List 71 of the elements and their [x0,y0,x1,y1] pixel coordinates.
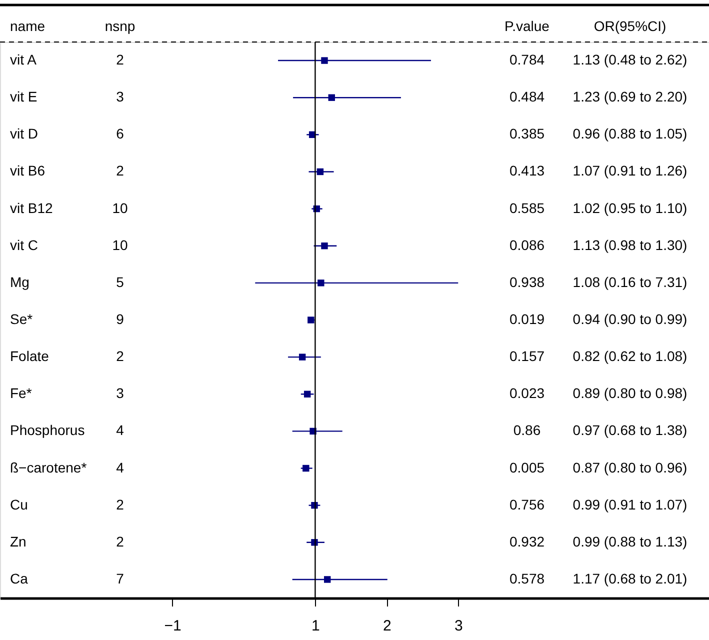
y-tick-label: vit B6 [10,162,46,179]
text: OR(95%CI) [594,18,666,34]
annotation: 3 [116,88,124,105]
annotation: 7 [116,570,124,586]
annotation: 0.784 [509,52,545,68]
annotation: 0.086 [509,236,545,253]
y-tick-label: vit D [10,126,38,142]
y-tick-label: ß−carotene* [10,459,88,476]
annotation: 1.07 (0.91 to 1.26) [572,162,688,179]
annotation: 0.87 (0.80 to 0.96) [572,459,688,476]
y-tick-label: Se* [10,311,34,327]
x-tick-label: 2 [382,618,392,634]
annotation: 0.413 [509,162,545,179]
y-tick-label: Mg [10,274,30,290]
y-tick-label: Folate [10,348,50,364]
point [318,280,324,286]
text: nsnp [104,18,136,34]
x-tick-label: −1 [164,618,182,634]
annotation: 10 [112,200,128,216]
annotation: 0.89 (0.80 to 0.98) [572,385,688,402]
text: name [10,18,46,34]
annotation: 2 [116,348,124,364]
annotation: 9 [116,311,124,327]
annotation: 0.96 (0.88 to 1.05) [572,126,688,142]
annotation: 1.02 (0.95 to 1.10) [572,200,688,216]
y-tick-label: Zn [10,533,26,550]
annotation: 0.578 [509,570,545,586]
annotation: 0.585 [509,200,545,216]
annotation: 1.13 (0.98 to 1.30) [572,236,688,253]
annotation: 3 [116,385,124,402]
annotation: 2 [116,162,124,179]
annotation: 0.99 (0.91 to 1.07) [572,496,688,512]
annotation: 0.86 [513,422,541,438]
annotation: 0.938 [509,274,545,290]
annotation: 0.005 [509,459,545,476]
y-tick-label: vit C [10,236,38,253]
annotation: 1.08 (0.16 to 7.31) [572,274,688,290]
y-tick-label: Phosphorus [10,422,85,438]
annotation: 1.23 (0.69 to 2.20) [572,88,688,105]
annotation: 2 [116,496,124,512]
annotation: 1.17 (0.68 to 2.01) [572,570,688,586]
y-tick-label: Fe* [10,385,32,402]
annotation: 6 [116,126,124,142]
y-tick-label: Ca [10,570,28,586]
annotation: 4 [116,422,124,438]
y-tick-label: vit A [10,52,38,68]
annotation: 0.99 (0.88 to 1.13) [572,533,688,550]
annotation: 0.385 [509,126,545,142]
y-tick-label: vit E [10,88,38,105]
x-tick-label: 1 [312,618,320,634]
y-tick-label: vit B12 [10,200,54,216]
text: P.value [504,18,550,34]
annotation: 0.484 [509,88,545,105]
y-tick-label: Cu [10,496,28,512]
annotation: 0.94 (0.90 to 0.99) [572,311,688,327]
annotation: 2 [116,52,124,68]
point [308,316,314,324]
annotation: 0.019 [509,311,545,327]
annotation: 4 [116,459,124,476]
annotation: 0.82 (0.62 to 1.08) [572,348,688,364]
point [321,57,328,64]
annotation: 0.932 [509,533,545,550]
annotation: 10 [112,236,128,253]
annotation: 0.97 (0.68 to 1.38) [572,422,688,438]
annotation: 0.157 [509,348,545,364]
annotation: 0.756 [509,496,545,512]
x-tick-label: 3 [454,618,463,634]
annotation: 0.023 [509,385,545,402]
annotation: 5 [116,274,124,290]
annotation: 1.13 (0.48 to 2.62) [572,52,688,68]
annotation: 2 [116,533,124,550]
